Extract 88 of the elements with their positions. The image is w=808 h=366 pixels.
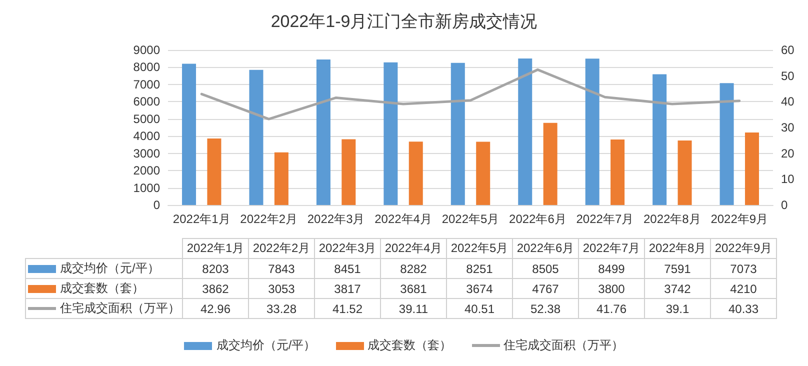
y2-tick-label: 50 [781, 68, 795, 83]
data-label: 3862 [182, 278, 248, 298]
bar [342, 139, 356, 205]
data-label: 7843 [248, 258, 314, 278]
text: 成交套数（套） [368, 338, 452, 352]
data-label: 42.96 [182, 298, 248, 318]
y-tick-label: 9000 [133, 43, 160, 57]
data-label: 3053 [248, 278, 314, 298]
bar [652, 74, 667, 205]
data-label: 8499 [578, 258, 644, 278]
data-label: 3674 [446, 278, 512, 298]
data-label: 4767 [512, 278, 578, 298]
x-tick-label: 2022年5月 [442, 212, 500, 226]
category-label: 2022年1月 [186, 241, 244, 255]
legend-label: 成交套数（套） [60, 281, 144, 295]
text: 成交均价（元/平） [216, 338, 316, 352]
bar [476, 142, 490, 205]
y-tick-label: 7000 [133, 77, 160, 92]
bar [182, 64, 196, 205]
y-tick-label: 1000 [133, 180, 160, 195]
bar [744, 132, 759, 205]
data-label: 40.51 [446, 298, 512, 318]
y2-tick-label: 20 [781, 146, 795, 160]
data-label: 3800 [578, 278, 644, 298]
y2-tick-label: 60 [781, 43, 795, 57]
category-label: 2022年5月 [450, 241, 508, 255]
bar [207, 138, 222, 205]
data-label: 8505 [512, 258, 578, 278]
bar [678, 140, 692, 205]
category-label: 2022年3月 [318, 241, 376, 255]
data-label: 8282 [380, 258, 446, 278]
y-tick-label: 4000 [133, 129, 160, 144]
text: 住宅成交面积（万平） [504, 338, 624, 352]
data-label: 40.33 [710, 298, 776, 318]
data-label: 3742 [644, 278, 710, 298]
legend-label: 成交均价（元/平） [60, 261, 160, 275]
chart-title: 2022年1-9月江门全市新房成交情况 [270, 12, 538, 31]
y-tick-label: 6000 [133, 94, 160, 109]
category-label: 2022年2月 [252, 241, 310, 255]
category-label: 2022年9月 [714, 241, 772, 255]
data-label: 7073 [710, 258, 776, 278]
bar [518, 58, 532, 205]
y-tick-label: 5000 [133, 112, 160, 126]
x-tick-label: 2022年8月 [643, 212, 701, 226]
data-label: 8251 [446, 258, 512, 278]
y2-tick-label: 30 [781, 120, 795, 134]
data-label: 8451 [314, 258, 380, 278]
data-label: 41.76 [578, 298, 644, 318]
data-label: 8203 [182, 258, 248, 278]
x-tick-label: 2022年3月 [307, 212, 365, 226]
category-label: 2022年8月 [648, 241, 706, 255]
bar [720, 83, 734, 205]
data-label: 39.11 [380, 298, 446, 318]
bar [543, 122, 558, 205]
bar [316, 59, 330, 205]
data-label: 3817 [314, 278, 380, 298]
bar [249, 70, 264, 205]
bar [450, 62, 465, 205]
y2-tick-label: 0 [781, 198, 788, 212]
x-tick-label: 2022年9月 [710, 212, 768, 226]
line-series [200, 68, 741, 120]
x-tick-label: 2022年7月 [576, 212, 634, 226]
category-label: 2022年7月 [582, 241, 640, 255]
data-label: 52.38 [512, 298, 578, 318]
data-label: 3681 [380, 278, 446, 298]
data-label: 4210 [710, 278, 776, 298]
data-label: 7591 [644, 258, 710, 278]
category-label: 2022年4月 [384, 241, 442, 255]
bar [384, 62, 398, 205]
y-tick-label: 0 [153, 198, 160, 212]
category-label: 2022年6月 [516, 241, 574, 255]
y2-tick-label: 10 [781, 172, 795, 186]
data-label: 33.28 [248, 298, 314, 318]
y-tick-label: 8000 [133, 60, 160, 74]
data-label: 41.52 [314, 298, 380, 318]
x-tick-label: 2022年4月 [374, 212, 432, 226]
y-tick-label: 3000 [133, 146, 160, 160]
bar [274, 152, 288, 205]
x-tick-label: 2022年2月 [240, 212, 298, 226]
bar [610, 140, 625, 205]
x-tick-label: 2022年1月 [172, 212, 230, 226]
y2-tick-label: 40 [781, 94, 795, 109]
data-label: 39.1 [644, 298, 710, 318]
y-tick-label: 2000 [133, 164, 160, 178]
x-tick-label: 2022年6月 [509, 212, 566, 226]
bar [585, 58, 600, 205]
legend-label: 住宅成交面积（万平） [60, 301, 180, 315]
bar [408, 142, 423, 205]
